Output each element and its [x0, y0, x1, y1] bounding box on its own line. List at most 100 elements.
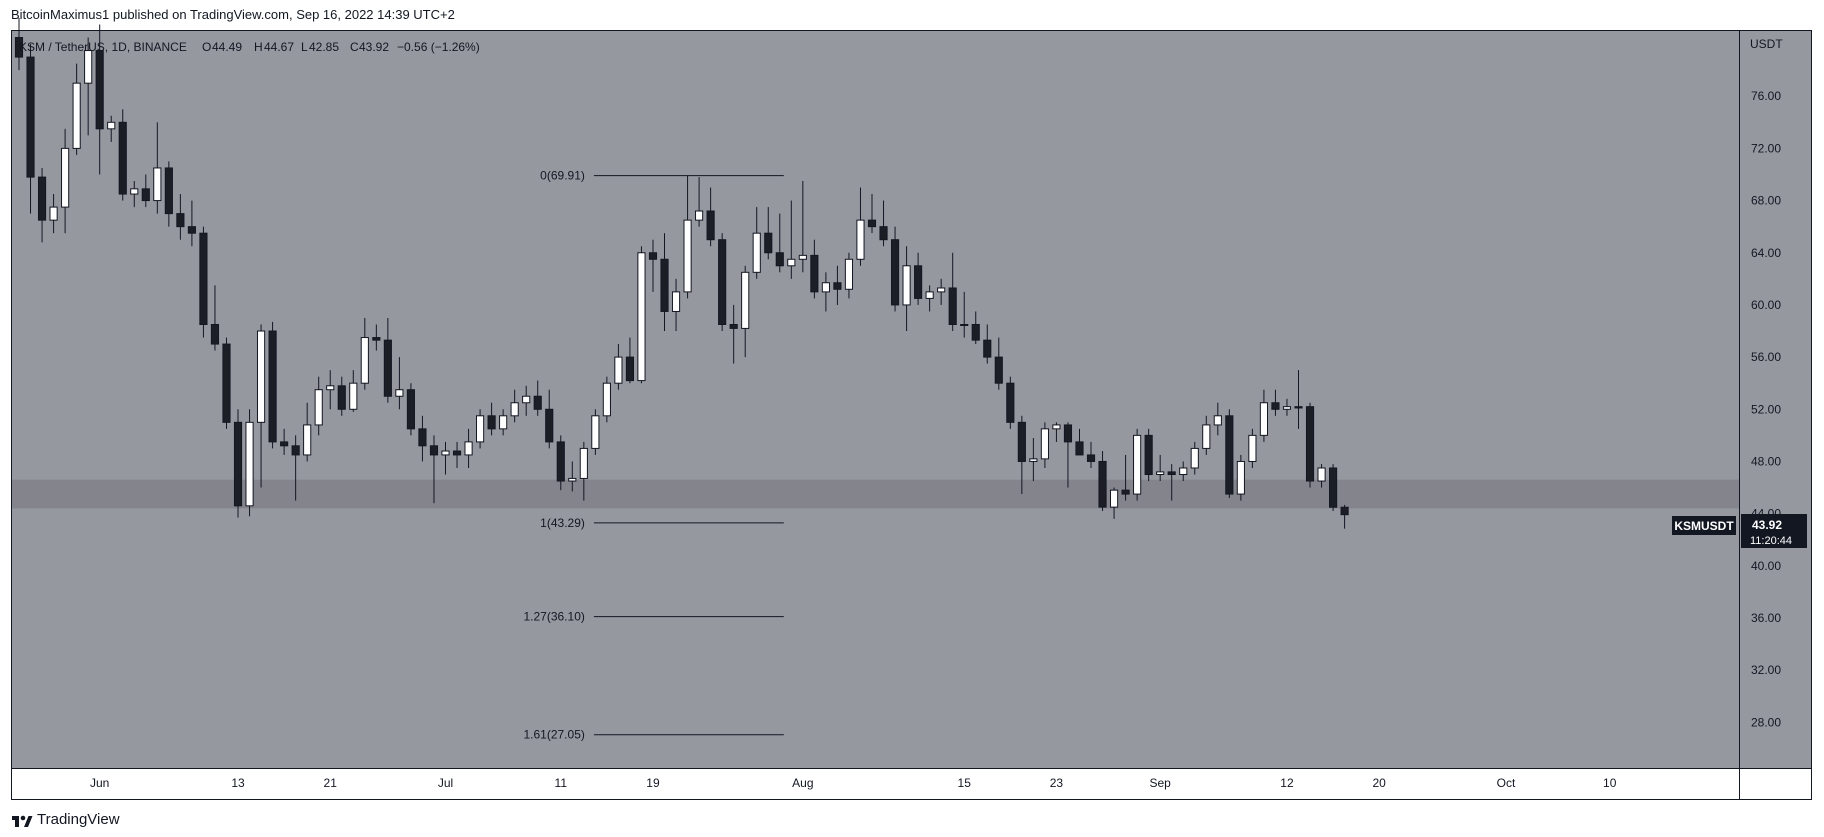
- candle-body-down: [14, 37, 24, 58]
- candle-body-up: [602, 382, 611, 417]
- candle: [441, 441, 450, 475]
- candle: [499, 409, 508, 436]
- candle: [1144, 428, 1153, 482]
- candle-body-up: [821, 282, 830, 293]
- candle: [164, 161, 173, 227]
- candle: [1156, 454, 1165, 482]
- fib-level-label: 0(69.91): [540, 169, 585, 183]
- candle-body-down: [556, 441, 565, 482]
- candle-body-up: [1248, 434, 1257, 462]
- candle: [1040, 422, 1049, 468]
- published-info: BitcoinMaximus1 published on TradingView…: [11, 7, 455, 22]
- candle-body-up: [579, 447, 588, 479]
- candle: [568, 461, 577, 492]
- candle-body-down: [625, 356, 635, 382]
- candle-body-down: [914, 265, 923, 299]
- candle: [648, 239, 658, 292]
- candle-body-down: [1340, 506, 1349, 516]
- candle-body-down: [545, 408, 554, 443]
- candle: [153, 122, 162, 214]
- candle: [280, 428, 289, 455]
- candle: [821, 272, 830, 312]
- candle-body-down: [210, 323, 220, 345]
- candle-body-up: [844, 258, 854, 290]
- time-tick-label: 20: [1373, 776, 1387, 790]
- candle: [1052, 422, 1061, 442]
- plot-area[interactable]: [11, 30, 1739, 768]
- candle: [867, 194, 877, 234]
- candle: [1236, 454, 1245, 501]
- candle: [487, 402, 496, 436]
- candle: [787, 200, 796, 279]
- candle: [660, 233, 669, 332]
- price-axis-panel[interactable]: [1740, 30, 1812, 768]
- candle-body-down: [233, 421, 243, 507]
- candle-body-up: [741, 271, 750, 329]
- candle-body-up: [1213, 415, 1222, 426]
- candle-body-down: [1225, 415, 1234, 495]
- candle-body-down: [775, 252, 784, 267]
- fib-level-label: 1.27(36.10): [523, 610, 584, 624]
- candle-body-down: [660, 258, 669, 312]
- price-tick-label: 52.00: [1751, 402, 1781, 416]
- candle-body-up: [522, 395, 531, 404]
- candle: [856, 187, 865, 266]
- footer-brand: TradingView: [37, 811, 120, 828]
- candle-body-up: [303, 424, 312, 456]
- candle-body-down: [1305, 406, 1315, 482]
- candle: [591, 409, 600, 455]
- price-tick-label: 48.00: [1751, 454, 1781, 468]
- candle-body-down: [983, 339, 992, 358]
- candle: [291, 435, 300, 501]
- support-zone: [11, 479, 1739, 509]
- candle: [49, 194, 58, 234]
- candle-body-up: [1282, 406, 1292, 410]
- candle-body-down: [383, 339, 392, 397]
- time-tick-label: 21: [324, 776, 338, 790]
- candle: [706, 187, 715, 247]
- candle: [741, 265, 750, 358]
- candle-body-down: [1294, 406, 1303, 409]
- candle-body-down: [948, 287, 957, 325]
- candle: [1282, 398, 1292, 416]
- price-chart[interactable]: 0(69.91) 1(43.29) 1.27(36.10) 1.61(27.05) U…: [0, 0, 1824, 808]
- candle: [1248, 428, 1257, 468]
- candle-body-up: [1133, 434, 1142, 495]
- candle-body-up: [326, 385, 335, 391]
- fibonacci-extension: 0(69.91) 1(43.29) 1.27(36.10) 1.61(27.05): [523, 169, 784, 742]
- time-tick-label: Sep: [1149, 776, 1171, 790]
- time-axis: Jun 13 21 Jul 11 19 Aug 15 23 Sep 12 20 Oct 10: [90, 776, 1617, 790]
- candle-body-down: [176, 213, 185, 228]
- low-label: L: [301, 40, 308, 54]
- low-value: 42.85: [309, 40, 339, 54]
- candle: [429, 435, 439, 504]
- candle-body-up: [591, 415, 600, 449]
- close-value: 43.92: [359, 40, 389, 54]
- candle: [545, 389, 554, 449]
- candle-body-up: [256, 330, 266, 423]
- candle-body-down: [1075, 441, 1084, 456]
- ohlc-legend: KSM / TetherUS, 1D, BINANCE O 44.49 H 44…: [19, 40, 480, 54]
- candle: [26, 44, 35, 214]
- price-tick-label: 36.00: [1751, 611, 1781, 625]
- candle-body-up: [902, 265, 911, 306]
- candle: [764, 207, 773, 260]
- candle: [372, 324, 381, 351]
- time-axis-panel[interactable]: [11, 769, 1812, 799]
- change-value: −0.56 (−1.26%): [397, 40, 480, 54]
- candle: [187, 200, 196, 247]
- candle: [37, 167, 47, 243]
- candle: [1075, 428, 1084, 456]
- candle: [1259, 389, 1268, 442]
- candle-body-up: [314, 389, 323, 426]
- candle-body-down: [879, 226, 888, 241]
- high-value: 44.67: [264, 40, 294, 54]
- price-tick-label: 64.00: [1751, 246, 1781, 260]
- candle-body-up: [637, 252, 646, 382]
- candle: [695, 177, 704, 227]
- candles-layer: [14, 17, 1349, 529]
- candle: [72, 63, 81, 155]
- candle-body-up: [476, 415, 485, 443]
- candle-body-up: [856, 219, 865, 260]
- candle-body-up: [441, 450, 450, 456]
